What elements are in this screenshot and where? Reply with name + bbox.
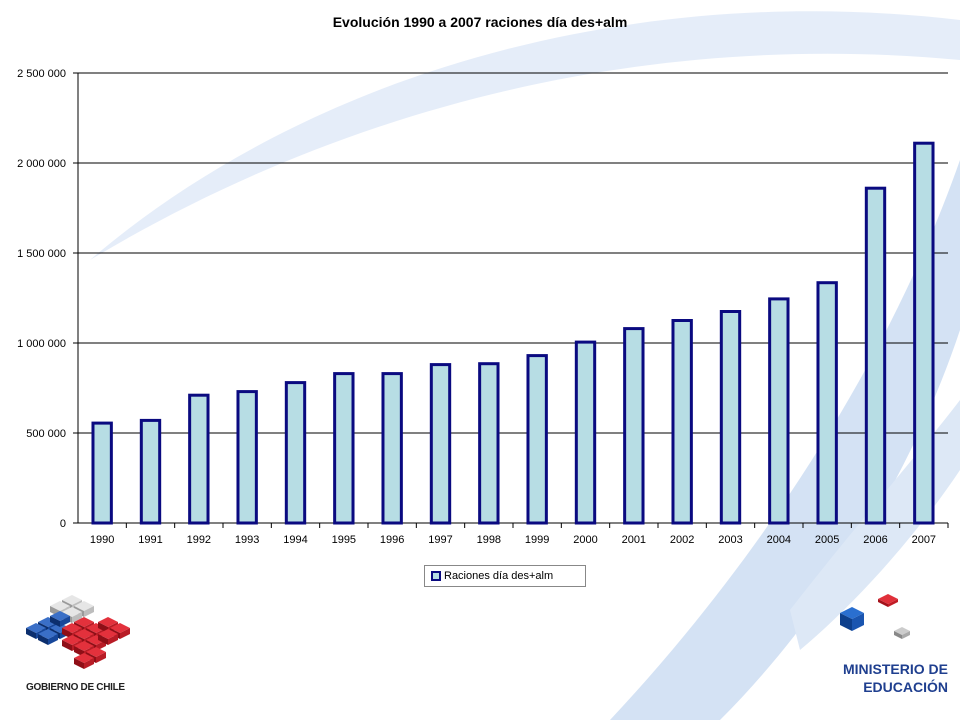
legend-swatch (431, 571, 441, 581)
bar-2003 (719, 310, 742, 525)
bar-1997 (429, 363, 452, 525)
y-tick-label: 500 000 (26, 428, 66, 440)
bar-1995 (333, 372, 355, 525)
x-tick-label: 1999 (525, 534, 549, 546)
x-tick-label: 2000 (573, 534, 597, 546)
y-tick-label: 1 000 000 (17, 338, 66, 350)
x-tick-label: 2007 (912, 534, 936, 546)
bar-2004 (768, 297, 790, 525)
bar-2005 (816, 281, 838, 525)
bar-2007 (913, 141, 935, 525)
ministry-line1: MINISTERIO DE (842, 661, 948, 677)
chart-legend: Raciones día des+alm (424, 565, 586, 587)
bar-chart: 0 500 000 1 000 000 1 500 000 2 000 000 2 500… (17, 68, 949, 546)
y-tick-label: 2 000 000 (17, 158, 66, 170)
x-tick-label: 2004 (767, 534, 791, 546)
x-tick-label: 1997 (428, 534, 452, 546)
legend-label: Raciones día des+alm (444, 570, 554, 582)
bar-1993 (236, 390, 258, 525)
x-tick-label: 1993 (235, 534, 259, 546)
bar-1990 (91, 421, 113, 525)
gobierno-label: GOBIERNO DE CHILE (26, 682, 125, 693)
x-tick-label: 1996 (380, 534, 404, 546)
y-tick-label: 0 (60, 518, 66, 530)
x-tick-label: 2006 (863, 534, 887, 546)
x-tick-label: 1991 (138, 534, 162, 546)
x-tick-label: 2001 (622, 534, 646, 546)
x-tick-label: 1995 (332, 534, 356, 546)
bar-1996 (381, 372, 403, 525)
y-tick-label: 2 500 000 (17, 68, 66, 80)
ministerio-logo (840, 594, 910, 639)
x-tick-label: 1992 (187, 534, 211, 546)
x-tick-label: 1990 (90, 534, 114, 546)
x-tick-label: 2003 (718, 534, 742, 546)
y-tick-label: 1 500 000 (17, 248, 66, 260)
bar-2006 (864, 186, 887, 525)
bar-2001 (623, 327, 645, 525)
bar-2002 (671, 319, 693, 525)
x-tick-label: 2002 (670, 534, 694, 546)
ministry-line2: EDUCACIÓN (863, 679, 948, 695)
ministry-label: MINISTERIO DE EDUCACIÓN (843, 660, 948, 696)
x-tick-label: 1998 (477, 534, 501, 546)
x-tick-label: 2005 (815, 534, 839, 546)
bar-1991 (139, 418, 162, 525)
chart-title: Evolución 1990 a 2007 raciones día des+a… (332, 14, 628, 30)
bar-1992 (188, 393, 210, 525)
x-tick-label: 1994 (283, 534, 307, 546)
bar-1994 (284, 381, 307, 525)
bar-1998 (478, 362, 500, 525)
bar-1999 (526, 354, 548, 525)
bar-2000 (574, 340, 597, 525)
gobierno-de-chile-logo (26, 595, 130, 669)
